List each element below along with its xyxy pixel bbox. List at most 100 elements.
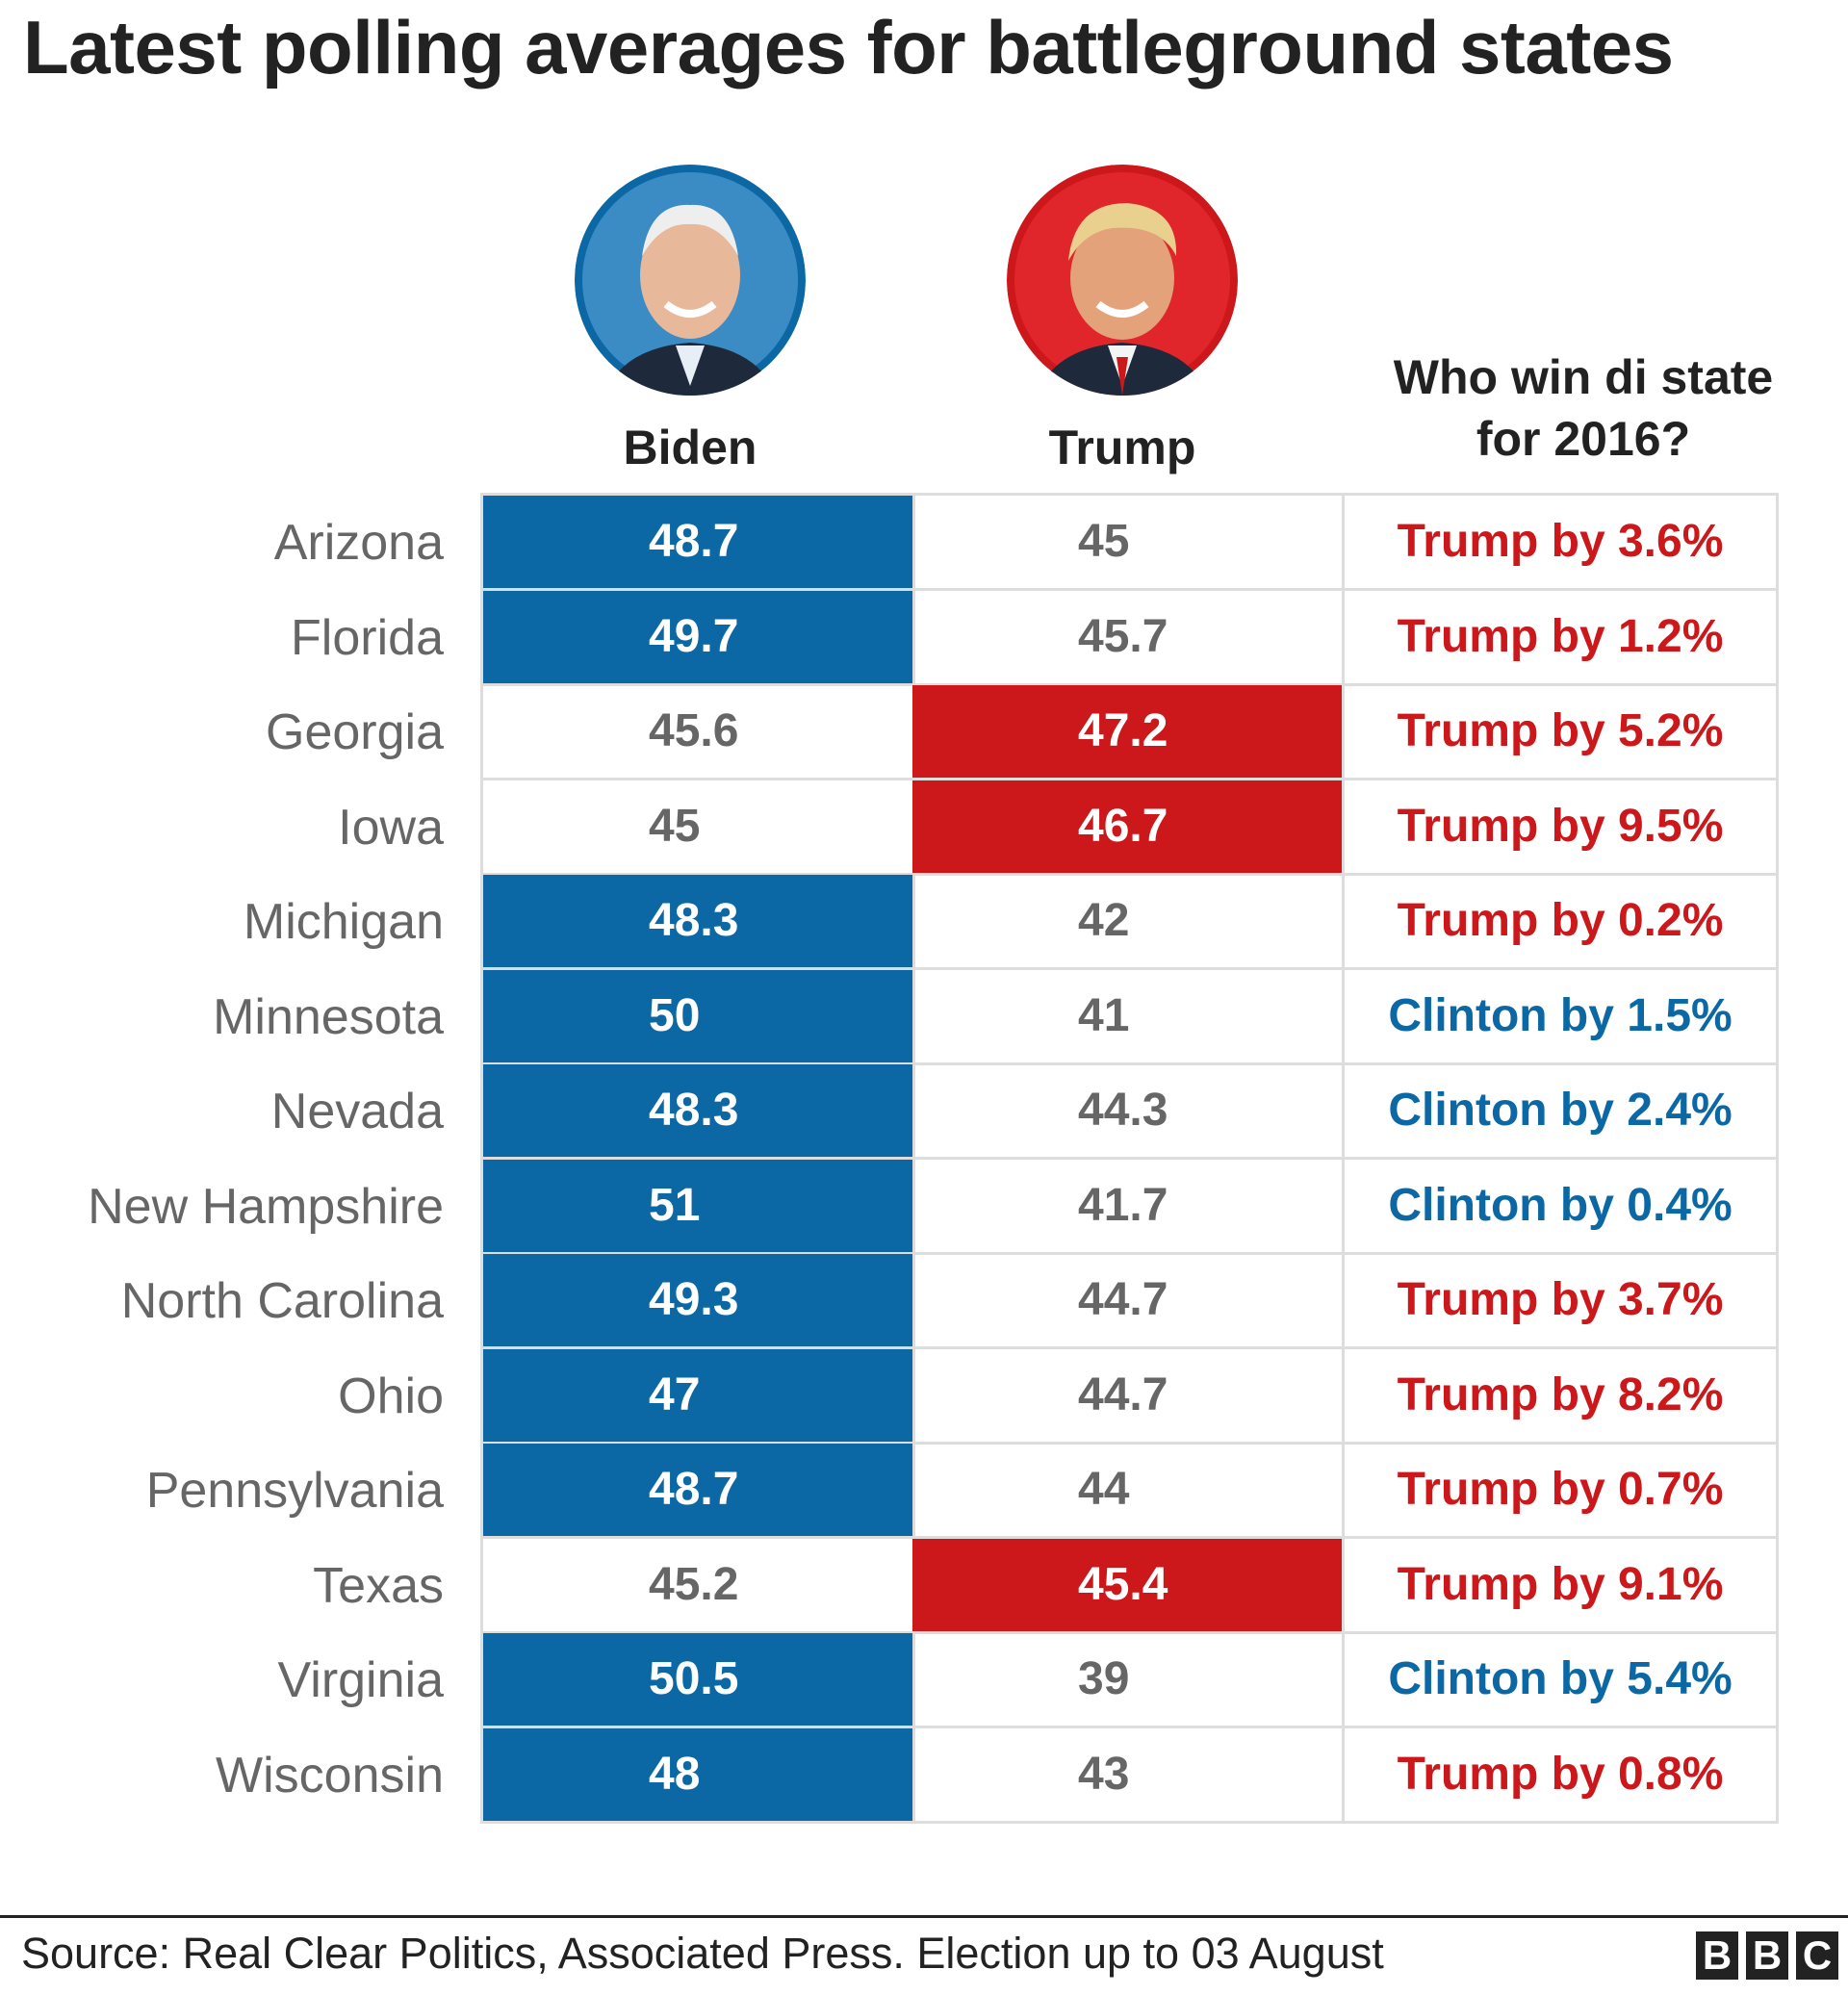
result-2016: Trump by 3.7% xyxy=(1397,1274,1724,1325)
result-2016-cell: Trump by 1.2% xyxy=(1345,590,1779,686)
who-won-2016-header: Who win di state for 2016? xyxy=(1367,346,1800,470)
result-2016-cell: Trump by 3.7% xyxy=(1345,1254,1779,1349)
table-row: North Carolina 49.3 44.7 Trump by 3.7% xyxy=(121,1254,1779,1349)
result-2016: Trump by 1.2% xyxy=(1397,610,1724,662)
trump-value-cell: 41 xyxy=(912,969,1345,1065)
result-2016: Clinton by 5.4% xyxy=(1388,1653,1732,1704)
result-2016-cell: Clinton by 5.4% xyxy=(1345,1633,1779,1728)
trump-value: 42 xyxy=(1078,895,1130,946)
result-2016-cell: Trump by 0.7% xyxy=(1345,1444,1779,1539)
trump-value: 45.4 xyxy=(1078,1558,1168,1610)
biden-value: 48.3 xyxy=(649,1085,739,1136)
trump-value: 41.7 xyxy=(1078,1179,1168,1231)
trump-value: 45.7 xyxy=(1078,610,1168,662)
trump-value-cell: 43 xyxy=(912,1727,1345,1824)
result-2016-cell: Trump by 0.2% xyxy=(1345,875,1779,970)
table-row: Nevada 48.3 44.3 Clinton by 2.4% xyxy=(271,1064,1779,1160)
biden-value-cell: 48.7 xyxy=(480,496,915,591)
biden-value: 45.2 xyxy=(649,1558,739,1610)
result-2016: Trump by 9.1% xyxy=(1397,1558,1724,1610)
source-note: Source: Real Clear Politics, Associated … xyxy=(21,1929,1384,1978)
table-row: Ohio 47 44.7 Trump by 8.2% xyxy=(338,1348,1779,1445)
biden-value: 49.7 xyxy=(649,610,739,662)
biden-value: 50 xyxy=(649,989,701,1041)
biden-column-header: Biden xyxy=(623,421,757,474)
result-2016: Trump by 5.2% xyxy=(1397,705,1724,756)
table-row: Minnesota 50 41 Clinton by 1.5% xyxy=(213,969,1779,1065)
result-2016: Trump by 0.8% xyxy=(1397,1748,1724,1800)
polling-table: Arizona 48.7 45 Trump by 3.6% Florida 49.7 45.… xyxy=(88,493,1779,1824)
trump-value: 44.3 xyxy=(1078,1085,1168,1136)
result-2016-cell: Trump by 0.8% xyxy=(1345,1727,1779,1824)
result-2016: Trump by 9.5% xyxy=(1397,800,1724,852)
biden-value-cell: 49.3 xyxy=(480,1254,915,1349)
trump-value-cell: 42 xyxy=(912,875,1345,970)
chart-title: Latest polling averages for battleground… xyxy=(23,5,1674,90)
bbc-logo: B B C xyxy=(1696,1931,1838,1980)
result-2016: Trump by 3.6% xyxy=(1397,516,1724,567)
biden-value-cell: 50 xyxy=(480,969,915,1065)
state-label: Georgia xyxy=(266,704,444,760)
trump-value: 47.2 xyxy=(1078,705,1168,756)
trump-value: 41 xyxy=(1078,989,1130,1041)
result-2016-cell: Trump by 5.2% xyxy=(1345,685,1779,780)
biden-value-cell: 50.5 xyxy=(480,1633,915,1728)
state-label: Michigan xyxy=(243,894,444,950)
table-row: Florida 49.7 45.7 Trump by 1.2% xyxy=(291,590,1779,686)
footer-divider xyxy=(0,1915,1848,1918)
trump-value-cell: 44 xyxy=(912,1444,1345,1539)
state-label: Florida xyxy=(291,609,444,666)
state-label: Iowa xyxy=(338,799,444,856)
state-label: Texas xyxy=(313,1557,444,1614)
state-label: Ohio xyxy=(338,1368,444,1424)
result-2016: Trump by 0.2% xyxy=(1397,895,1724,946)
state-label: Nevada xyxy=(270,1084,444,1139)
trump-value-cell: 47.2 xyxy=(912,685,1345,780)
biden-value: 48.3 xyxy=(649,895,739,946)
biden-value: 45.6 xyxy=(649,705,739,756)
table-row: New Hampshire 51 41.7 Clinton by 0.4% xyxy=(88,1159,1779,1255)
state-label: North Carolina xyxy=(120,1273,444,1329)
trump-value-cell: 45.7 xyxy=(912,590,1345,686)
biden-value-cell: 48.7 xyxy=(480,1444,915,1539)
trump-value: 44 xyxy=(1078,1464,1130,1515)
biden-value: 50.5 xyxy=(649,1653,739,1704)
trump-value-cell: 41.7 xyxy=(912,1159,1345,1255)
result-2016: Trump by 8.2% xyxy=(1397,1368,1724,1420)
table-row: Arizona 48.7 45 Trump by 3.6% xyxy=(274,496,1779,591)
biden-value: 48.7 xyxy=(649,516,739,567)
result-2016: Clinton by 1.5% xyxy=(1388,989,1732,1041)
bbc-logo-b1: B xyxy=(1696,1931,1738,1980)
biden-value-cell: 45 xyxy=(480,780,915,876)
result-2016-cell: Trump by 3.6% xyxy=(1345,496,1779,591)
result-2016: Trump by 0.7% xyxy=(1397,1464,1724,1515)
biden-value: 51 xyxy=(649,1179,701,1231)
trump-value-cell: 45 xyxy=(912,496,1345,591)
table-row: Michigan 48.3 42 Trump by 0.2% xyxy=(244,875,1779,970)
bbc-logo-b2: B xyxy=(1746,1931,1788,1980)
result-2016: Clinton by 0.4% xyxy=(1388,1179,1732,1231)
result-2016-cell: Clinton by 0.4% xyxy=(1345,1159,1779,1255)
result-2016-cell: Clinton by 2.4% xyxy=(1345,1064,1779,1160)
state-label: Arizona xyxy=(273,515,444,571)
biden-value: 47 xyxy=(649,1368,701,1420)
table-row: Wisconsin 48 43 Trump by 0.8% xyxy=(216,1727,1779,1824)
biden-value-cell: 49.7 xyxy=(480,590,915,686)
who-won-2016-header-line1: Who win di state xyxy=(1393,350,1774,404)
trump-value: 44.7 xyxy=(1078,1368,1168,1420)
result-2016-cell: Trump by 9.5% xyxy=(1345,780,1779,876)
trump-value-cell: 44.7 xyxy=(912,1254,1345,1349)
trump-value-cell: 39 xyxy=(912,1633,1345,1728)
state-label: Pennsylvania xyxy=(145,1463,444,1519)
table-row: Virginia 50.5 39 Clinton by 5.4% xyxy=(278,1633,1779,1728)
result-2016-cell: Trump by 9.1% xyxy=(1345,1538,1779,1634)
biden-value-cell: 48.3 xyxy=(480,875,915,970)
result-2016: Clinton by 2.4% xyxy=(1388,1085,1732,1136)
biden-value-cell: 45.6 xyxy=(480,685,915,780)
table-row: Georgia 45.6 47.2 Trump by 5.2% xyxy=(266,685,1779,780)
state-label: Minnesota xyxy=(213,988,444,1045)
table-row: Iowa 45 46.7 Trump by 9.5% xyxy=(338,780,1779,876)
trump-value: 46.7 xyxy=(1078,800,1168,852)
table-row: Texas 45.2 45.4 Trump by 9.1% xyxy=(313,1538,1779,1634)
result-2016-cell: Clinton by 1.5% xyxy=(1345,969,1779,1065)
